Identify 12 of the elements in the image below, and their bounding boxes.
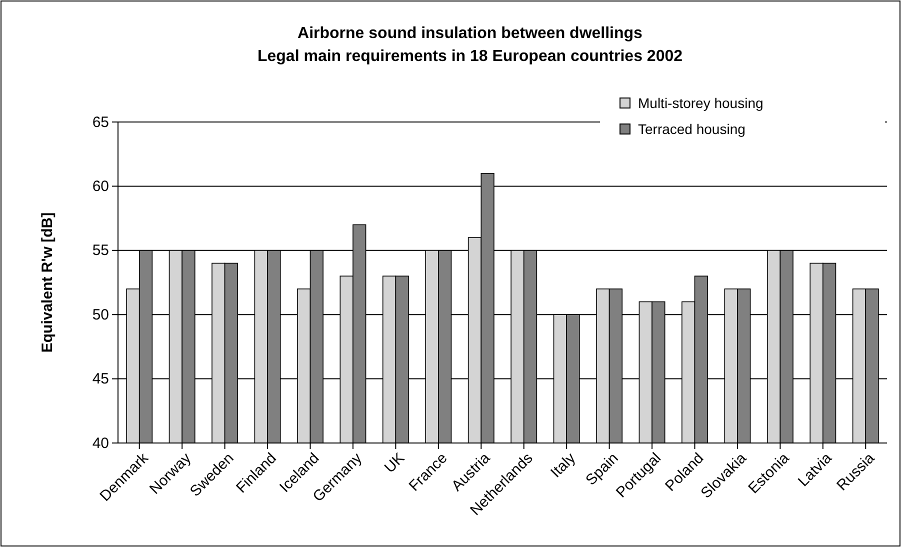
x-tick-label: Italy: [547, 449, 580, 482]
y-tick-label: 45: [92, 370, 109, 388]
y-axis-title: Equivalent R'w [dB]: [39, 212, 56, 353]
chart-title: Airborne sound insulation between dwellings Legal main requirements in 18 European countries 2002: [257, 25, 683, 65]
legend-label: Multi-storey housing: [638, 95, 764, 111]
y-tick-label: 50: [92, 306, 109, 324]
y-tick-label: 60: [92, 178, 109, 195]
y-tick-label: 40: [92, 434, 109, 452]
y-tick-label: 65: [92, 114, 109, 131]
y-tick-label: 55: [92, 242, 109, 260]
x-tick-label: UK: [381, 450, 408, 476]
legend-label: Terraced housing: [638, 121, 746, 137]
